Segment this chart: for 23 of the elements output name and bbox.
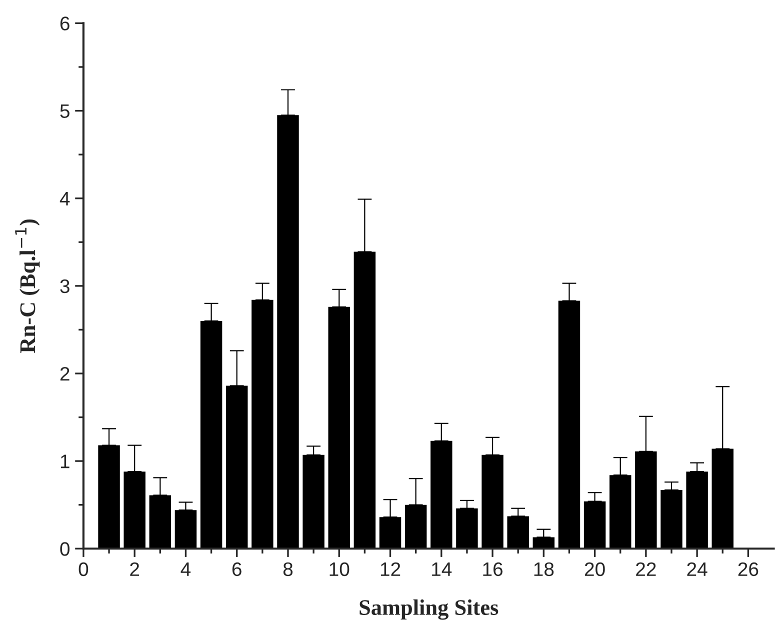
x-tick-label: 6 [232, 562, 242, 576]
x-axis-title: Sampling Sites [360, 599, 498, 620]
x-tick-label: 12 [380, 562, 400, 576]
x-tick-label: 10 [330, 562, 350, 576]
x-tick-label: 18 [534, 562, 554, 576]
x-tick-label: 20 [584, 562, 605, 576]
y-axis-title: Rn-C (Bq.l$^{−1}$) [15, 219, 40, 353]
x-tick-label: 8 [283, 562, 293, 576]
y-tick-label: 0 [60, 542, 70, 556]
y-tick-label: 1 [60, 454, 70, 468]
y-tick-label: 5 [60, 104, 70, 118]
y-tick-label: 4 [60, 192, 70, 206]
y-tick-label: 6 [60, 16, 70, 30]
y-tick-label: 2 [60, 366, 70, 381]
x-tick-label: 16 [483, 562, 502, 576]
x-tick-label: 4 [180, 562, 191, 576]
x-tick-label: 24 [687, 562, 708, 576]
x-tick-label: 14 [432, 562, 452, 576]
x-tick-label: 26 [738, 562, 758, 576]
x-tick-label: 22 [636, 562, 656, 576]
x-tick-label: 2 [130, 562, 140, 576]
y-tick-label: 3 [60, 279, 70, 294]
x-tick-label: 0 [78, 562, 88, 576]
